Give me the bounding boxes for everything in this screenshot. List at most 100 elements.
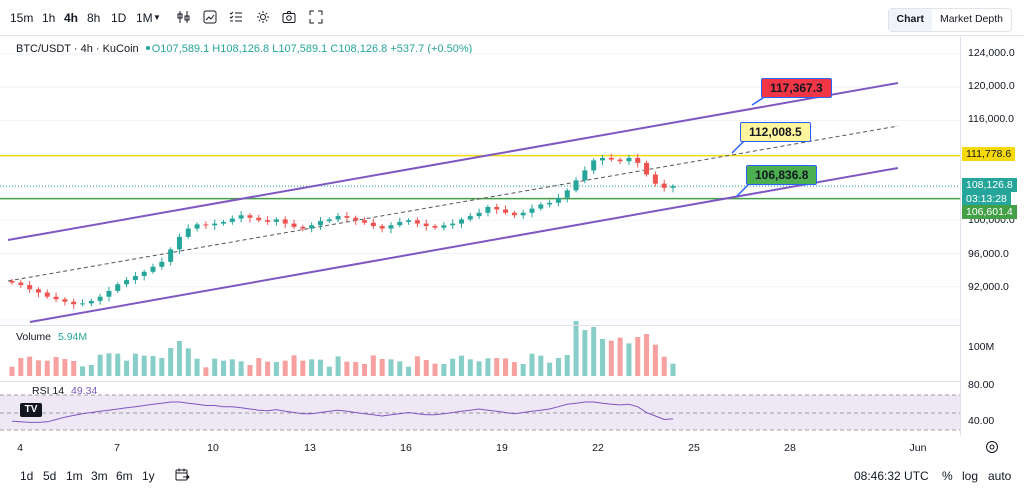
volume-bar	[27, 356, 33, 376]
axis-settings-icon[interactable]	[985, 440, 999, 454]
volume-bar	[379, 359, 385, 376]
range-1y[interactable]: 1y	[142, 469, 155, 483]
candle-body	[344, 216, 350, 218]
high-value: H108,126.8	[212, 43, 270, 55]
candle-body	[176, 236, 182, 250]
percent-toggle[interactable]: %	[942, 469, 953, 483]
candle-body	[212, 223, 218, 226]
lower-channel-callout[interactable]: 106,836.8	[746, 165, 818, 185]
candle-body	[494, 206, 500, 210]
clock-time[interactable]: 08:46:32 UTC	[854, 469, 929, 483]
date-range-icon[interactable]	[174, 467, 190, 483]
volume-axis-label: 100M	[968, 341, 995, 353]
candle-body	[132, 275, 138, 281]
candle-body	[414, 220, 420, 224]
price-axis-label: 96,000.0	[968, 248, 1009, 260]
volume-bar	[35, 360, 41, 376]
candle-body	[53, 296, 59, 300]
list-icon[interactable]	[229, 10, 243, 24]
candle-body	[450, 223, 456, 226]
timeframe-dropdown-icon[interactable]: ▼	[153, 13, 161, 22]
volume-bar	[203, 367, 209, 376]
grid	[0, 53, 960, 321]
candle-body	[511, 212, 517, 216]
hline-price-tag: 111,778.6	[962, 147, 1016, 161]
candle-body	[141, 271, 147, 276]
volume-bar	[44, 360, 50, 376]
indicators-icon[interactable]	[177, 10, 191, 24]
candle-body	[591, 160, 597, 171]
candle-body	[379, 226, 385, 229]
fullscreen-icon[interactable]	[309, 10, 323, 24]
candle-body	[9, 280, 15, 283]
top-toolbar: 15m 1h 4h 8h 1D 1M ▼ Chart Market Depth	[0, 0, 1024, 36]
volume-bar	[458, 355, 464, 376]
volume-bar	[494, 358, 500, 376]
timeframe-4h[interactable]: 4h	[64, 11, 79, 25]
volume-bar	[564, 355, 570, 376]
price-axis-label: 124,000.0	[968, 47, 1015, 59]
volume-bars	[9, 321, 676, 376]
price-axis-label: 120,000.0	[968, 80, 1015, 92]
volume-bar	[635, 337, 641, 376]
price-chart[interactable]	[0, 36, 960, 436]
candle-body	[529, 208, 535, 213]
volume-bar	[106, 353, 112, 376]
volume-bar	[582, 330, 588, 376]
volume-bar	[362, 364, 368, 376]
volume-bar	[476, 361, 482, 376]
volume-bar	[441, 364, 447, 376]
range-1m[interactable]: 1m	[66, 469, 83, 483]
rsi-axis-80: 80.00	[968, 379, 995, 391]
price-axis-label: 92,000.0	[968, 281, 1009, 293]
volume-bar	[229, 359, 235, 376]
volume-bar	[238, 361, 244, 376]
volume-bar	[538, 355, 544, 376]
candle-body	[652, 174, 658, 184]
time-axis-label: 13	[304, 442, 316, 454]
candle-body	[670, 186, 676, 188]
volume-bar	[80, 366, 86, 376]
tab-chart[interactable]: Chart	[888, 9, 932, 31]
timeframe-1h[interactable]: 1h	[42, 11, 56, 25]
volume-bar	[608, 340, 614, 376]
timeframe-15m[interactable]: 15m	[10, 11, 34, 25]
timeframe-1m[interactable]: 1M	[136, 11, 153, 25]
candle-body	[115, 284, 121, 291]
candle-body	[582, 170, 588, 181]
candle-body	[291, 223, 297, 227]
time-axis-label: 28	[784, 442, 796, 454]
mid-channel-callout[interactable]: 112,008.5	[740, 122, 811, 142]
volume-bar	[529, 353, 535, 376]
auto-toggle[interactable]: auto	[988, 469, 1012, 483]
candle-body	[432, 226, 438, 228]
timeframe-1d[interactable]: 1D	[111, 11, 127, 25]
volume-bar	[626, 343, 632, 376]
upper-channel-callout[interactable]: 117,367.3	[761, 78, 832, 98]
timeframe-8h[interactable]: 8h	[87, 11, 101, 25]
candle-body	[185, 228, 191, 237]
log-toggle[interactable]: log	[962, 469, 979, 483]
settings-gear-icon[interactable]	[256, 10, 270, 24]
range-1d[interactable]: 1d	[20, 469, 34, 483]
range-3m[interactable]: 3m	[91, 469, 108, 483]
volume-bar	[599, 339, 605, 376]
candle-body	[317, 221, 323, 226]
change-value: +537.7 (+0.50%)	[390, 43, 473, 55]
volume-bar	[414, 356, 420, 376]
range-5d[interactable]: 5d	[43, 469, 57, 483]
volume-bar	[291, 355, 297, 376]
tab-market-depth[interactable]: Market Depth	[939, 13, 1003, 25]
volume-bar	[265, 361, 271, 376]
volume-bar	[18, 358, 24, 376]
candle-body	[353, 217, 359, 221]
camera-icon[interactable]	[282, 10, 296, 24]
range-6m[interactable]: 6m	[116, 469, 133, 483]
candle-body	[476, 212, 482, 217]
time-axis-label: 4	[17, 442, 23, 454]
time-axis-label: 19	[496, 442, 508, 454]
chart-type-icon[interactable]	[203, 10, 217, 24]
volume-bar	[591, 327, 597, 376]
candle-body	[247, 215, 253, 218]
candle-body	[282, 219, 288, 224]
